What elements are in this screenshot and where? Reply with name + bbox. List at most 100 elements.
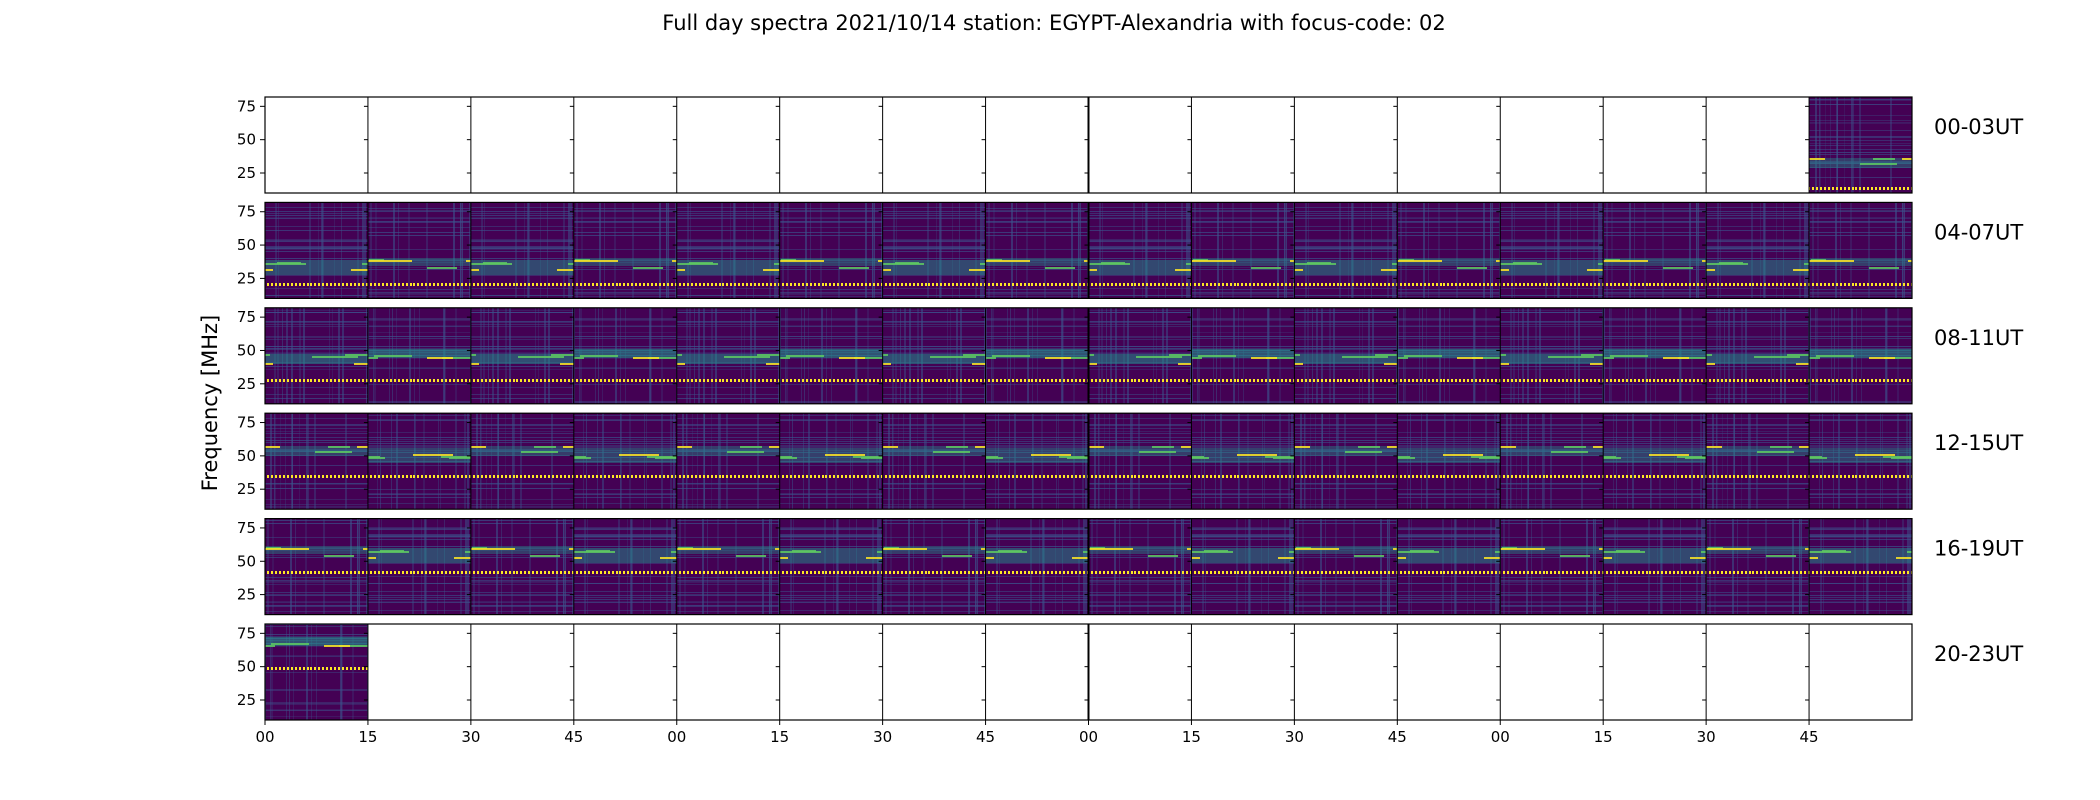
y-tick-label: 75 [237,624,256,642]
spectrum-panel [676,518,780,615]
spectrum-panel [779,202,883,299]
spectra-panels: 75502500-03UT75502504-07UT75502508-11UT7… [237,96,2023,746]
y-tick-label: 50 [237,658,256,676]
spectrum-panel [779,413,883,510]
x-tick-label: 00 [1079,728,1098,746]
spectrum-panel [1603,518,1707,615]
x-tick-label: 15 [1594,728,1613,746]
empty-panel [676,624,780,720]
spectrum-panel [676,307,780,404]
spectrum-panel [265,202,368,299]
x-tick-label: 30 [873,728,892,746]
y-tick-label: 50 [237,447,256,465]
empty-panel [573,624,677,720]
spectrum-panel [367,307,471,404]
spectrum-panel [1088,202,1192,299]
empty-panel [1397,97,1501,193]
x-tick-label: 00 [1491,728,1510,746]
row-time-label: 12-15UT [1934,431,2023,455]
spectra-row: 75 50 25 00-03UT [237,96,2023,194]
spectrum-panel [1294,307,1398,404]
spectrum-panel [1294,413,1398,510]
empty-panel [367,97,471,193]
spectrum-panel [1397,307,1501,404]
empty-panel [470,624,574,720]
row-frame [264,517,1913,616]
y-tick-label: 75 [237,519,256,537]
empty-panel [1706,97,1810,193]
spectrum-panel [1191,202,1295,299]
empty-panel [1191,97,1295,193]
x-tick-label: 45 [1800,728,1819,746]
spectrum-panel [882,202,986,299]
spectra-row: 75 50 25 04-07UT [237,201,2023,299]
empty-panel [1603,624,1707,720]
spectrum-panel [1397,518,1501,615]
y-tick-label: 50 [237,236,256,254]
spectrum-panel [470,202,574,299]
spectrum-panel [1603,413,1707,510]
y-tick-label: 75 [237,308,256,326]
row-time-label: 04-07UT [1934,220,2023,244]
spectrum-panel [1603,202,1707,299]
spectrum-panel [1191,518,1295,615]
spectrum-panel [573,413,677,510]
empty-panel [1603,97,1707,193]
x-tick-label: 45 [564,728,583,746]
spectrum-panel [1294,202,1398,299]
empty-panel [1294,624,1398,720]
y-tick-label: 75 [237,97,256,115]
spectrum-panel [882,518,986,615]
y-tick-label: 50 [237,131,256,149]
spectrum-panel [1500,518,1604,615]
spectra-row: 75 50 25 08-11UT [237,307,2023,405]
empty-panel [573,97,677,193]
empty-panel [1706,624,1810,720]
empty-panel [470,97,574,193]
spectrum-panel [676,202,780,299]
x-tick-label: 15 [1182,728,1201,746]
x-tick-label: 30 [1285,728,1304,746]
spectrum-panel [1500,413,1604,510]
empty-panel [1397,624,1501,720]
empty-panel [676,97,780,193]
spectrum-panel [1294,518,1398,615]
spectrum-panel [1706,413,1810,510]
spectrum-panel [1088,518,1192,615]
spectrum-panel [265,413,368,510]
empty-panel [882,624,986,720]
y-tick-label: 25 [237,586,256,604]
y-tick-label: 50 [237,341,256,359]
row-time-label: 00-03UT [1934,115,2023,139]
spectrum-panel [882,307,986,404]
spectrum-panel [1809,97,1912,193]
x-tick-label: 30 [1697,728,1716,746]
y-tick-label: 25 [237,691,256,709]
y-tick-label: 75 [237,414,256,432]
empty-panel [882,97,986,193]
spectrum-panel [1500,307,1604,404]
spectrum-panel [779,518,883,615]
spectrum-panel [676,413,780,510]
spectra-row: 75 50 25 12-15UT [237,412,2023,510]
empty-panel [985,624,1089,720]
spectrum-panel [265,518,368,615]
empty-panel [1294,97,1398,193]
x-tick-label: 00 [667,728,686,746]
x-tick-label: 00 [255,728,274,746]
empty-panel [779,97,883,193]
empty-panel [1191,624,1295,720]
spectrum-panel [1809,202,1912,299]
spectrum-panel [1191,413,1295,510]
x-tick-label: 30 [461,728,480,746]
spectrum-panel [1706,518,1810,615]
spectrum-panel [1500,202,1604,299]
spectrum-panel [367,518,471,615]
x-tick-label: 15 [770,728,789,746]
spectrum-panel [1088,413,1192,510]
spectrum-panel [779,307,883,404]
spectrum-panel [470,307,574,404]
chart-title: Full day spectra 2021/10/14 station: EGY… [662,11,1445,35]
